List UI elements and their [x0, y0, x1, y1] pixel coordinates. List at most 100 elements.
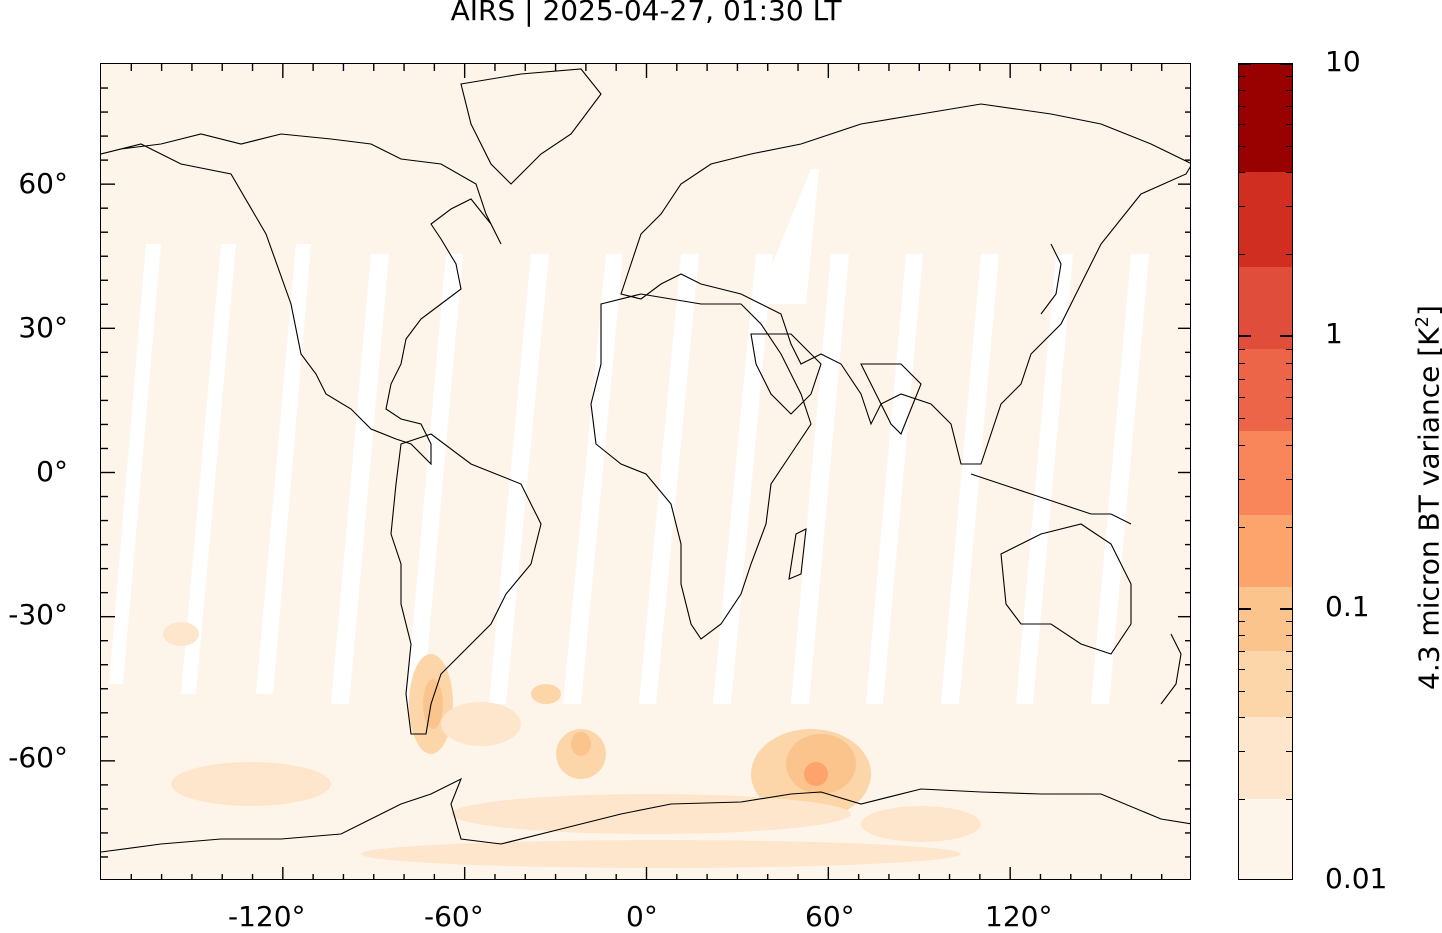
colorbar-tick	[1239, 526, 1245, 528]
colorbar-tick	[1286, 76, 1292, 78]
colorbar-tick	[1286, 751, 1292, 753]
colorbar-tick	[1239, 254, 1245, 256]
colorbar-tick	[1286, 690, 1292, 692]
coastline-south-america	[390, 433, 542, 735]
colorbar-tick	[1239, 145, 1245, 147]
coastlines	[101, 68, 1190, 853]
colorbar-tick	[1239, 348, 1245, 350]
x-tick-label-minus60: -60°	[424, 900, 484, 933]
colorbar-tick	[1286, 650, 1292, 652]
colorbar-tick	[1239, 106, 1245, 108]
colorbar-tick	[1286, 254, 1292, 256]
colorbar-tick-0.01: 0.01	[1325, 862, 1388, 895]
coastline-arabia	[750, 333, 822, 415]
y-tick-label-minus60: -60°	[8, 741, 68, 774]
colorbar-tick	[1239, 799, 1245, 801]
coastline-australia	[1000, 523, 1132, 655]
colorbar-major-tick	[1239, 335, 1251, 338]
map-title: AIRS | 2025-04-27, 01:30 LT	[450, 0, 842, 27]
colorbar-tick	[1239, 90, 1245, 92]
colorbar-tick	[1239, 76, 1245, 78]
colorbar-band	[1239, 587, 1292, 651]
coastline-new-zealand	[1160, 633, 1182, 705]
coastline-india	[860, 363, 922, 435]
colorbar-band	[1239, 266, 1292, 349]
map-panel	[100, 63, 1191, 880]
colorbar-major-tick	[1280, 64, 1292, 65]
y-tick-label-0: 0°	[36, 455, 68, 488]
coastline-eurasia	[620, 103, 1190, 465]
colorbar-band	[1239, 515, 1292, 588]
colorbar	[1238, 63, 1293, 880]
colorbar-tick	[1286, 106, 1292, 108]
colorbar-tick	[1286, 635, 1292, 637]
x-tick-label-minus120: -120°	[228, 900, 306, 933]
colorbar-tick	[1286, 124, 1292, 126]
colorbar-tick	[1239, 124, 1245, 126]
colorbar-tick	[1239, 418, 1245, 420]
colorbar-tick	[1286, 362, 1292, 364]
colorbar-label: 4.3 micron BT variance [K2]	[1412, 305, 1442, 690]
x-tick-label-120: 120°	[985, 900, 1053, 933]
colorbar-tick	[1239, 717, 1245, 719]
colorbar-label-sup: 2	[1412, 316, 1433, 328]
coastline-madagascar	[788, 528, 807, 580]
colorbar-tick	[1239, 444, 1245, 446]
colorbar-tick	[1286, 669, 1292, 671]
colorbar-band	[1239, 64, 1292, 173]
colorbar-tick	[1286, 444, 1292, 446]
colorbar-band	[1239, 430, 1292, 516]
colorbar-tick-1: 1	[1325, 317, 1343, 350]
colorbar-band	[1239, 717, 1292, 799]
colorbar-major-tick	[1280, 335, 1292, 338]
coastline-africa	[590, 293, 812, 640]
colorbar-tick	[1286, 90, 1292, 92]
colorbar-tick	[1286, 418, 1292, 420]
coastline-indonesia	[970, 473, 1132, 525]
colorbar-tick	[1239, 478, 1245, 480]
colorbar-tick	[1286, 478, 1292, 480]
colorbar-tick-10: 10	[1325, 45, 1361, 78]
colorbar-band	[1239, 799, 1292, 879]
colorbar-tick	[1239, 362, 1245, 364]
colorbar-tick	[1286, 396, 1292, 398]
colorbar-band	[1239, 172, 1292, 267]
colorbar-band	[1239, 650, 1292, 718]
colorbar-tick	[1286, 526, 1292, 528]
colorbar-tick	[1286, 206, 1292, 208]
colorbar-tick	[1286, 348, 1292, 350]
colorbar-tick	[1239, 621, 1245, 623]
colorbar-major-tick	[1239, 64, 1251, 65]
colorbar-tick	[1239, 206, 1245, 208]
coastline-north-america	[101, 133, 502, 466]
colorbar-tick	[1239, 751, 1245, 753]
colorbar-tick	[1239, 378, 1245, 380]
colorbar-tick	[1239, 669, 1245, 671]
colorbar-tick	[1286, 145, 1292, 147]
tick-marks	[101, 64, 1190, 879]
colorbar-tick	[1286, 172, 1292, 174]
x-tick-label-0: 0°	[626, 900, 658, 933]
colorbar-tick	[1239, 172, 1245, 174]
colorbar-tick	[1239, 650, 1245, 652]
y-tick-label-30: 30°	[18, 311, 68, 344]
colorbar-major-tick	[1239, 607, 1251, 610]
x-tick-label-60: 60°	[805, 900, 855, 933]
colorbar-tick	[1286, 621, 1292, 623]
data-layer	[109, 169, 1149, 868]
colorbar-label-end: ]	[1412, 305, 1442, 316]
coastline-greenland	[460, 68, 602, 185]
colorbar-tick-0.1: 0.1	[1325, 590, 1370, 623]
colorbar-tick	[1286, 717, 1292, 719]
colorbar-tick	[1239, 690, 1245, 692]
orbit-gaps	[109, 169, 1149, 704]
y-tick-label-minus30: -30°	[8, 598, 68, 631]
coastline-japan	[1040, 243, 1062, 315]
variance-patches	[163, 622, 981, 868]
y-tick-label-60: 60°	[18, 167, 68, 200]
colorbar-tick	[1286, 799, 1292, 801]
colorbar-band	[1239, 348, 1292, 431]
colorbar-tick	[1239, 396, 1245, 398]
colorbar-label-text: 4.3 micron BT variance [K	[1412, 327, 1442, 691]
colorbar-major-tick	[1280, 607, 1292, 610]
